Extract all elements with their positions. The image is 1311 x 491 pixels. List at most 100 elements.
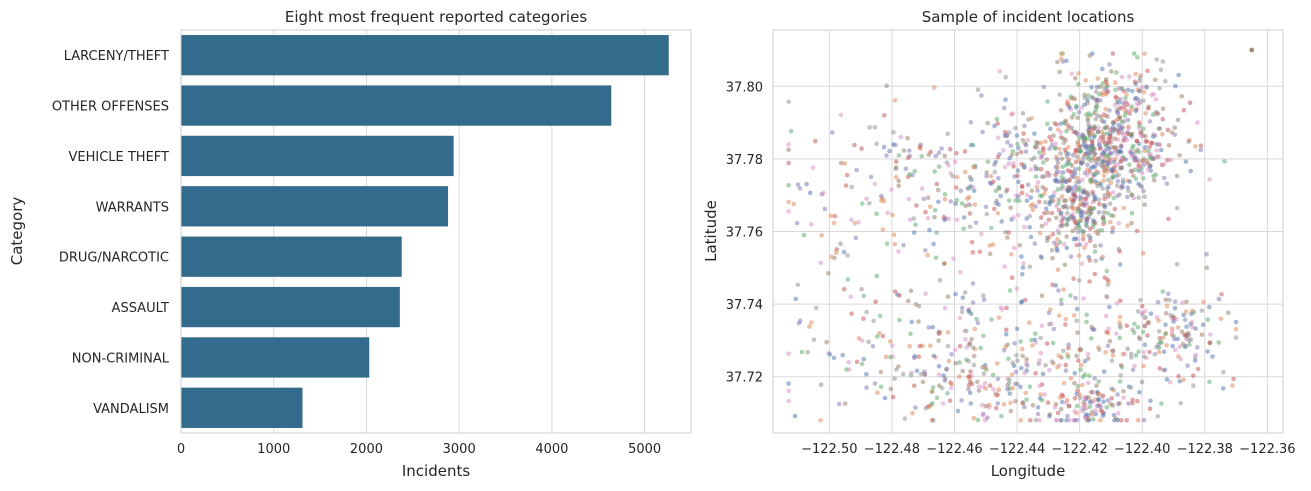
scatter-point xyxy=(996,202,1001,207)
scatter-point xyxy=(987,243,992,248)
scatter-point xyxy=(968,142,974,148)
scatter-point xyxy=(1155,414,1161,419)
scatter-point xyxy=(1084,112,1089,118)
scatter-point xyxy=(813,305,819,311)
scatter-point xyxy=(1086,373,1092,379)
scatter-point xyxy=(995,361,1000,366)
scatter-point xyxy=(892,242,898,247)
scatter-point xyxy=(1233,326,1239,332)
scatter-point xyxy=(995,376,1001,382)
scatter-point xyxy=(864,372,869,377)
scatter-point xyxy=(842,401,848,406)
scatter-point xyxy=(1035,411,1041,417)
scatter-point xyxy=(1132,363,1137,369)
scatter-point xyxy=(1061,198,1067,203)
scatter-point xyxy=(921,196,927,202)
scatter-point xyxy=(805,350,810,355)
scatter-point xyxy=(942,192,948,197)
scatter-point xyxy=(1141,418,1147,423)
scatter-point xyxy=(1122,351,1127,357)
scatter-point xyxy=(922,372,928,377)
scatter-point xyxy=(1065,354,1071,360)
scatter-point xyxy=(954,150,959,156)
scatter-point xyxy=(1028,418,1033,423)
scatter-point xyxy=(1121,389,1126,394)
scatter-point xyxy=(859,287,864,292)
scatter-point xyxy=(1087,399,1093,405)
scatter-point xyxy=(1136,97,1141,102)
scatter-point xyxy=(1019,346,1025,352)
scatter-point xyxy=(1155,300,1161,305)
scatter-point xyxy=(932,208,938,213)
scatter-point xyxy=(1046,217,1052,223)
scatter-point xyxy=(1015,358,1020,363)
scatter-point xyxy=(954,185,959,190)
scatter-point xyxy=(982,381,988,386)
scatter-point xyxy=(975,87,981,92)
scatter-point xyxy=(1204,252,1209,257)
scatter-point xyxy=(1058,129,1064,135)
scatter-point xyxy=(1125,131,1130,137)
scatter-gridlines xyxy=(773,30,1283,433)
scatter-point xyxy=(1141,188,1146,194)
scatter-point xyxy=(1102,193,1107,198)
scatter-point xyxy=(1057,92,1062,97)
scatter-point xyxy=(1040,398,1045,403)
scatter-point xyxy=(1119,155,1125,161)
scatter-point xyxy=(852,221,858,226)
bar-category-label: ASSAULT xyxy=(112,301,169,316)
scatter-point xyxy=(1068,254,1074,259)
scatter-point xyxy=(931,241,936,247)
scatter-point xyxy=(1008,205,1013,210)
scatter-point xyxy=(1010,149,1016,154)
scatter-point xyxy=(786,147,791,152)
scatter-point xyxy=(893,159,899,164)
scatter-point xyxy=(1075,175,1080,181)
scatter-point xyxy=(1010,360,1015,366)
scatter-point xyxy=(1104,268,1110,274)
scatter-point xyxy=(971,188,977,194)
scatter-point xyxy=(1089,336,1094,341)
scatter-point xyxy=(872,381,878,386)
scatter-point xyxy=(1002,264,1007,269)
scatter-point xyxy=(992,162,997,167)
scatter-point xyxy=(1069,185,1074,191)
scatter-point xyxy=(1156,329,1162,334)
scatter-point xyxy=(1070,228,1075,234)
scatter-point xyxy=(937,277,943,283)
scatter-point xyxy=(1099,163,1104,168)
scatter-point xyxy=(1063,316,1069,322)
scatter-y-tick-label: 37.78 xyxy=(726,153,763,168)
scatter-point xyxy=(870,344,876,349)
scatter-point xyxy=(1067,105,1072,110)
scatter-point xyxy=(1049,210,1055,216)
scatter-point xyxy=(1039,223,1045,229)
scatter-point xyxy=(875,390,880,396)
scatter-point xyxy=(1068,169,1073,174)
bar-chart-title: Eight most frequent reported categories xyxy=(285,8,587,26)
scatter-point xyxy=(1116,86,1122,91)
scatter-point xyxy=(1158,67,1164,73)
scatter-point xyxy=(1099,228,1105,233)
scatter-point xyxy=(1096,197,1102,202)
scatter-point xyxy=(907,172,912,177)
scatter-point xyxy=(831,220,837,226)
scatter-point xyxy=(1077,347,1082,353)
scatter-point xyxy=(990,372,996,378)
scatter-point xyxy=(1065,99,1070,104)
scatter-point xyxy=(934,230,939,235)
scatter-point xyxy=(1117,320,1122,325)
scatter-point xyxy=(1175,117,1181,123)
scatter-point xyxy=(1198,147,1203,153)
scatter-point xyxy=(1082,415,1088,420)
scatter-point xyxy=(937,329,943,335)
scatter-point xyxy=(1058,210,1064,215)
scatter-point xyxy=(1066,342,1071,347)
scatter-point xyxy=(1003,74,1008,80)
scatter-point xyxy=(896,364,901,369)
scatter-point xyxy=(1204,265,1210,271)
scatter-point xyxy=(1183,343,1188,349)
scatter-point xyxy=(872,181,878,187)
scatter-point xyxy=(794,220,800,226)
scatter-point xyxy=(887,339,893,344)
